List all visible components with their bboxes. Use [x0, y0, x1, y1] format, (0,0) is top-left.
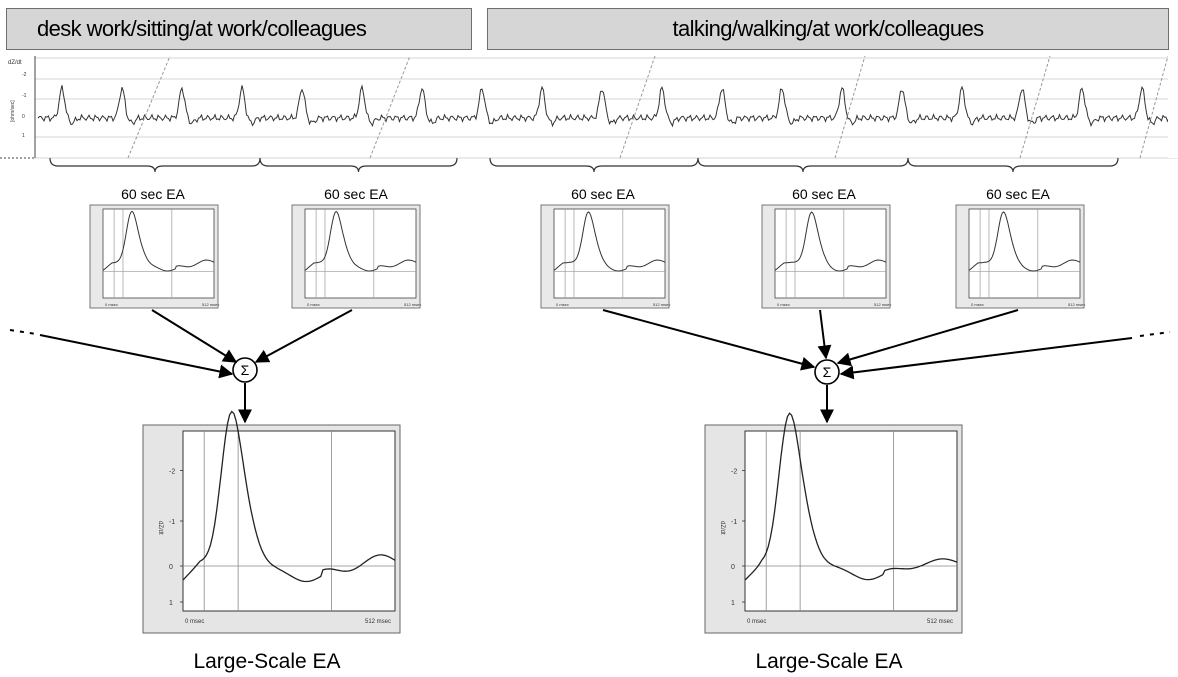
recording-y-unit: dZ/dt — [8, 60, 22, 66]
recording-y-tick-label: 0 — [22, 114, 25, 120]
recording-y-tick-label: -2 — [22, 72, 27, 78]
large-ea-waveform — [744, 412, 958, 581]
ea-waveform — [774, 211, 887, 272]
recording-break-mark — [1019, 55, 1051, 159]
recording-break-mark — [127, 55, 171, 159]
ea-x-start-label: 0 msec — [556, 302, 569, 307]
ea-x-end-label: 512 msec — [404, 302, 421, 307]
ea-label-3: 60 sec EA — [571, 186, 635, 202]
large-ea-y-tick-label: 0 — [169, 564, 173, 571]
segment-brace — [907, 157, 1119, 173]
ea-x-end-label: 512 msec — [874, 302, 891, 307]
large-ea-y-tick-label: -1 — [731, 519, 737, 526]
ea-label-1: 60 sec EA — [121, 186, 185, 202]
impedance-trace — [37, 84, 1176, 128]
arrow-ea1-to-sum — [151, 309, 238, 363]
ea-waveform — [553, 211, 666, 272]
large-scale-ea-label-right: Large-Scale EA — [755, 650, 903, 673]
recording-y-tick-label: -1 — [22, 93, 27, 99]
arrow-ea5-to-sum — [836, 309, 1019, 367]
recording-y-tick-label: 1 — [22, 133, 25, 139]
arrow-ea2-to-sum — [254, 309, 353, 363]
ea-x-start-label: 0 msec — [307, 302, 320, 307]
large-ea-y-tick-label: 1 — [731, 600, 735, 607]
recording-break-mark — [834, 55, 866, 159]
ea-thumbnail-plot — [304, 208, 417, 299]
summation-symbol: Σ — [241, 362, 250, 378]
ea-thumbnail-plot — [774, 208, 887, 299]
ea-thumbnail-plot — [102, 208, 215, 299]
summation-node — [814, 359, 840, 385]
large-ea-waveform — [182, 410, 396, 583]
ea-x-start-label: 0 msec — [105, 302, 118, 307]
recording-break-mark — [619, 55, 656, 159]
recording-right-gap — [1168, 56, 1178, 158]
arrow-ea4-to-sum — [817, 309, 832, 360]
ea-label-5: 60 sec EA — [986, 186, 1050, 202]
large-ea-y-axis-label: dZ/dt — [157, 521, 163, 535]
large-ea-plot — [744, 430, 958, 612]
large-scale-ea-label-left: Large-Scale EA — [193, 650, 341, 673]
recording-break-mark — [1139, 55, 1169, 159]
large-ea-y-axis-label: dZ/dt — [719, 521, 725, 535]
ea-label-4: 60 sec EA — [792, 186, 856, 202]
ea-x-end-label: 512 msec — [1068, 302, 1085, 307]
segment-brace — [489, 157, 699, 173]
arrow-continuation-right — [839, 337, 1133, 380]
large-ea-x-start-label: 0 msec — [185, 619, 204, 625]
ea-x-start-label: 0 msec — [971, 302, 984, 307]
segment-label-desk-work: desk work/sitting/at work/colleagues — [37, 16, 367, 41]
ea-x-start-label: 0 msec — [777, 302, 790, 307]
large-ea-x-start-label: 0 msec — [747, 619, 766, 625]
large-ea-y-tick-label: -2 — [731, 469, 737, 476]
large-ea-x-end-label: 512 msec — [927, 619, 953, 625]
ea-x-end-label: 512 msec — [202, 302, 219, 307]
large-ea-plot — [182, 430, 396, 612]
ea-thumbnail-plot — [968, 208, 1081, 299]
ea-x-end-label: 512 msec — [653, 302, 670, 307]
ea-waveform — [102, 210, 215, 272]
segment-brace — [49, 157, 261, 173]
segment-banner-desk-work: desk work/sitting/at work/colleagues — [6, 8, 472, 50]
large-ea-x-end-label: 512 msec — [365, 619, 391, 625]
large-ea-y-tick-label: -1 — [169, 519, 175, 526]
segment-brace — [259, 157, 458, 173]
segment-label-talking-walking: talking/walking/at work/colleagues — [672, 16, 985, 41]
large-ea-y-tick-label: -2 — [169, 469, 175, 476]
arrow-ea3-to-sum — [602, 309, 816, 371]
continuation-dots-right — [1139, 331, 1171, 337]
arrow-continuation-left — [39, 334, 234, 379]
ea-waveform — [968, 211, 1081, 272]
large-ea-y-tick-label: 0 — [731, 564, 735, 571]
ea-label-2: 60 sec EA — [324, 186, 388, 202]
large-ea-y-tick-label: 1 — [169, 600, 173, 607]
summation-symbol: Σ — [823, 364, 832, 380]
recording-y-label: [ohm/sec] — [10, 100, 16, 122]
ea-waveform — [304, 210, 417, 272]
continuation-dots-left — [9, 329, 37, 335]
segment-banner-talking-walking: talking/walking/at work/colleagues — [487, 8, 1169, 50]
recording-break-mark — [369, 55, 411, 159]
segment-brace — [697, 157, 909, 173]
ea-thumbnail-plot — [553, 208, 666, 299]
